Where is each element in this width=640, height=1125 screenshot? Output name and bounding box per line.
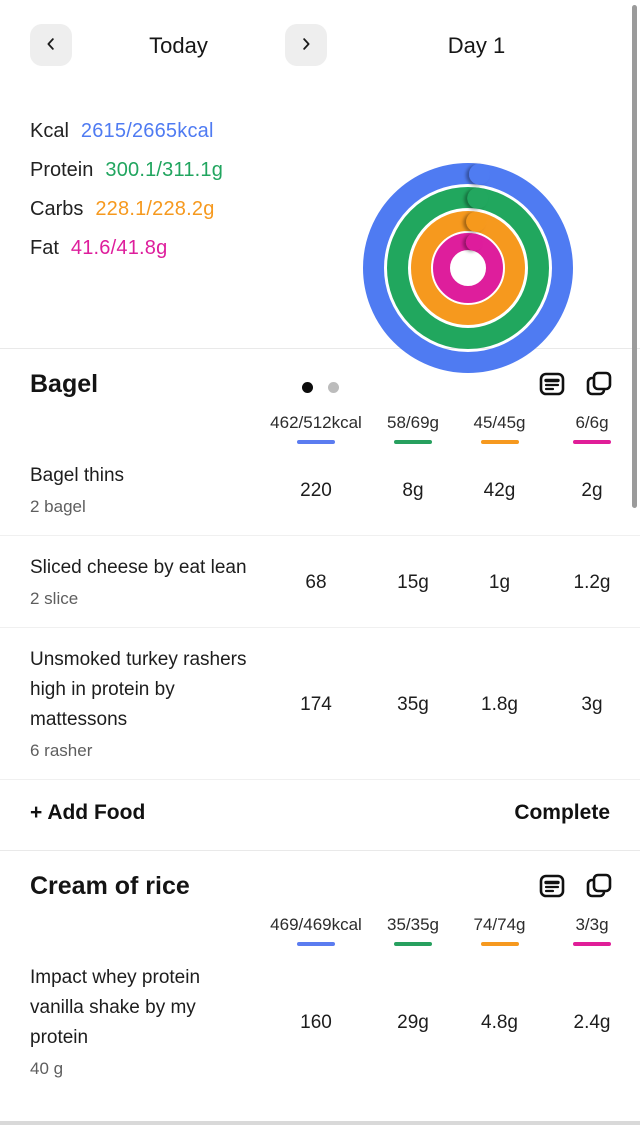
next-day-button[interactable]	[285, 24, 327, 66]
macro-line-kcal: Kcal 2615/2665kcal	[30, 120, 223, 159]
food-carbs: 1.8g	[481, 693, 518, 715]
chevron-right-icon	[297, 35, 315, 56]
meal-section-bagel: Bagel	[0, 349, 640, 850]
food-protein: 35g	[397, 693, 429, 715]
macro-value: 41.6/41.8g	[70, 237, 168, 259]
macro-progress-rings-chart	[362, 162, 574, 374]
meal-totals-row: 469/469kcal 35/35g 74/74g 3/3g	[0, 915, 640, 946]
notes-icon	[537, 372, 567, 402]
macro-value: 228.1/228.2g	[95, 198, 215, 220]
meal-total-carbs: 74/74g	[445, 915, 554, 946]
copy-meal-button[interactable]	[584, 871, 614, 901]
kcal-bar	[297, 440, 335, 444]
date-navigation-header: Today Day 1	[0, 0, 640, 70]
food-serving: 2 bagel	[30, 497, 86, 516]
macro-line-carbs: Carbs 228.1/228.2g	[30, 198, 223, 237]
meal-title: Cream of rice	[30, 871, 190, 900]
kcal-bar	[297, 942, 335, 946]
vertical-scrollbar[interactable]	[632, 5, 637, 508]
food-fat: 2g	[581, 479, 603, 501]
macro-line-protein: Protein 300.1/311.1g	[30, 159, 223, 198]
meal-total-fat: 6/6g	[554, 413, 630, 444]
complete-meal-button[interactable]: Complete	[514, 801, 610, 824]
food-name: Impact whey protein vanilla shake by my …	[30, 967, 201, 1048]
food-fat: 1.2g	[573, 571, 611, 593]
macro-label: Fat	[30, 237, 59, 259]
section-divider	[0, 850, 640, 851]
meal-section-cream-of-rice: Cream of rice	[0, 851, 640, 1097]
food-name: Bagel thins	[30, 465, 125, 486]
food-carbs: 4.8g	[481, 1011, 518, 1033]
copy-meal-button[interactable]	[584, 369, 614, 399]
section-divider	[0, 348, 640, 349]
macro-label: Kcal	[30, 120, 69, 142]
add-food-button[interactable]: + Add Food	[30, 801, 146, 824]
bottom-edge-bar	[0, 1121, 640, 1125]
page-dot-1[interactable]	[301, 382, 313, 393]
food-kcal: 160	[300, 1011, 332, 1033]
food-fat: 3g	[581, 693, 603, 715]
meal-notes-button[interactable]	[537, 369, 567, 399]
food-kcal: 220	[300, 479, 332, 501]
food-row[interactable]: Bagel thins 2 bagel 220 8g 42g 2g	[0, 446, 640, 536]
food-name: Unsmoked turkey rashers high in protein …	[30, 649, 247, 730]
food-serving: 2 slice	[30, 589, 79, 608]
food-kcal: 174	[300, 693, 332, 715]
fat-bar	[573, 440, 611, 444]
previous-day-button[interactable]	[30, 24, 72, 66]
meal-footer: + Add Food Complete	[0, 780, 640, 850]
date-label: Today	[149, 33, 208, 58]
plan-day-label: Day 1	[447, 33, 506, 58]
meal-total-fat: 3/3g	[554, 915, 630, 946]
macro-totals-list: Kcal 2615/2665kcal Protein 300.1/311.1g …	[30, 120, 223, 276]
copy-icon	[584, 873, 614, 904]
food-kcal: 68	[305, 571, 327, 593]
food-row[interactable]: Impact whey protein vanilla shake by my …	[0, 948, 640, 1097]
meal-total-carbs: 45/45g	[445, 413, 554, 444]
meal-total-protein: 35/35g	[381, 915, 445, 946]
food-protein: 29g	[397, 1011, 429, 1033]
meal-total-kcal: 462/512kcal	[251, 413, 381, 444]
food-protein: 8g	[402, 479, 424, 501]
food-protein: 15g	[397, 571, 429, 593]
page-dot-2[interactable]	[327, 382, 339, 393]
macro-label: Protein	[30, 159, 94, 181]
food-serving: 40 g	[30, 1059, 64, 1078]
food-row[interactable]: Unsmoked turkey rashers high in protein …	[0, 630, 640, 780]
daily-summary: Kcal 2615/2665kcal Protein 300.1/311.1g …	[0, 70, 640, 393]
carbs-bar	[480, 942, 519, 946]
meal-total-protein: 58/69g	[381, 413, 445, 444]
chevron-left-icon	[42, 35, 60, 56]
meal-title: Bagel	[30, 369, 99, 398]
food-serving: 6 rasher	[30, 741, 93, 760]
macro-value: 300.1/311.1g	[105, 159, 224, 181]
meal-notes-button[interactable]	[537, 871, 567, 901]
food-row[interactable]: Sliced cheese by eat lean 2 slice 68 15g…	[0, 538, 640, 628]
protein-bar	[394, 440, 432, 444]
rings-svg	[363, 163, 573, 373]
food-carbs: 42g	[483, 479, 516, 501]
macro-label: Carbs	[30, 198, 84, 220]
meal-total-kcal: 469/469kcal	[251, 915, 381, 946]
fat-bar	[573, 942, 611, 946]
macro-line-fat: Fat 41.6/41.8g	[30, 237, 223, 276]
notes-icon	[537, 874, 567, 904]
macro-value: 2615/2665kcal	[80, 120, 214, 142]
copy-icon	[584, 371, 614, 402]
carbs-bar	[480, 440, 519, 444]
food-fat: 2.4g	[573, 1011, 611, 1033]
meal-totals-row: 462/512kcal 58/69g 45/45g 6/6g	[0, 413, 640, 444]
food-carbs: 1g	[488, 571, 511, 593]
protein-bar	[394, 942, 432, 946]
page-indicator	[0, 382, 640, 393]
food-name: Sliced cheese by eat lean	[30, 557, 247, 578]
